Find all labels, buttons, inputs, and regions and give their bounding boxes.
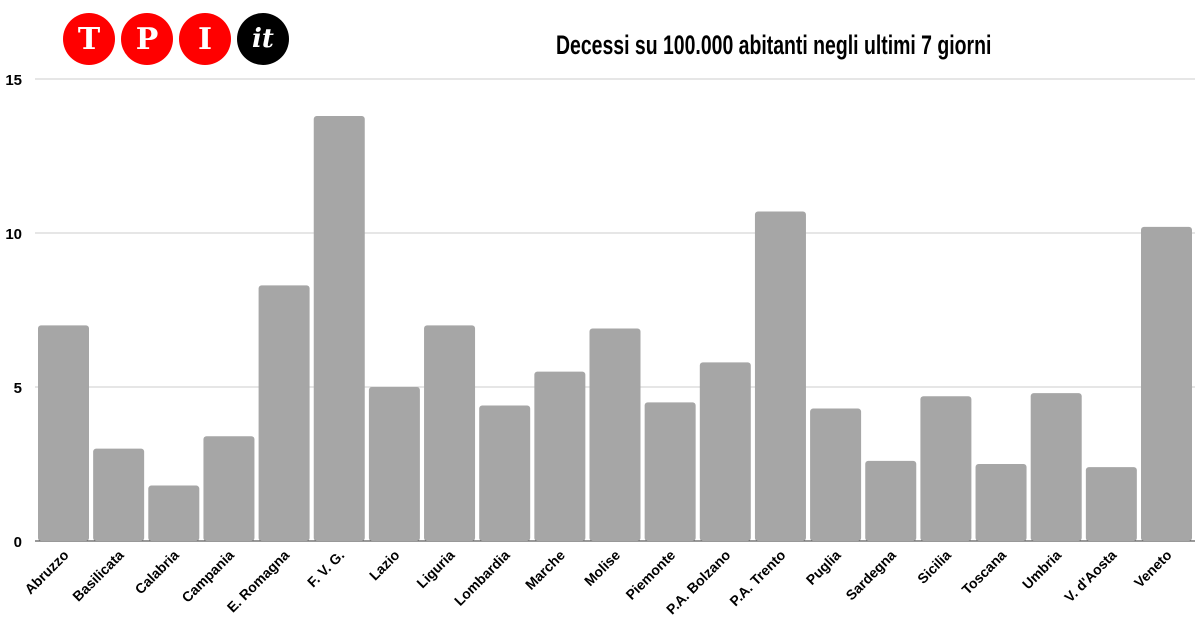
bar <box>1085 467 1137 541</box>
bar <box>148 485 200 541</box>
bar <box>920 396 972 541</box>
x-tick-label: Calabria <box>132 547 183 598</box>
logo-letter: I <box>179 13 231 65</box>
bar <box>589 328 641 541</box>
x-tick-label: Molise <box>581 547 623 589</box>
bar <box>424 325 476 541</box>
bar <box>38 325 89 541</box>
logo-letter: T <box>63 13 115 65</box>
bar <box>644 402 696 541</box>
bar <box>1030 393 1082 541</box>
x-tick-label: Campania <box>178 547 237 606</box>
bar <box>203 436 255 541</box>
bar <box>258 285 310 541</box>
x-tick-label: Abruzzo <box>21 547 71 597</box>
bar <box>313 115 365 542</box>
x-tick-label: Lombardia <box>451 547 513 609</box>
bar <box>534 371 586 541</box>
x-tick-label: Puglia <box>803 547 844 588</box>
x-tick-label: Sardegna <box>842 547 899 604</box>
x-tick-label: Lazio <box>366 547 403 584</box>
x-tick-label: Sicilia <box>914 547 954 587</box>
bar <box>699 362 751 541</box>
bar <box>975 464 1027 541</box>
logo-letter: P <box>121 13 173 65</box>
y-tick-label: 5 <box>14 380 22 397</box>
x-tick-label: V. d'Aosta <box>1061 547 1120 606</box>
bar <box>368 387 420 541</box>
bar <box>93 448 145 541</box>
x-tick-label: Umbria <box>1019 547 1065 593</box>
y-tick-label: 10 <box>5 226 22 243</box>
bar <box>810 408 862 541</box>
x-tick-label: Toscana <box>958 547 1009 598</box>
x-tick-label: Marche <box>522 547 568 593</box>
x-tick-label: Liguria <box>413 547 457 591</box>
tpi-logo: T P I it <box>63 13 289 65</box>
x-tick-label: Veneto <box>1131 547 1175 591</box>
bar <box>479 405 531 541</box>
x-tick-label: Piemonte <box>622 547 678 603</box>
y-tick-label: 0 <box>14 534 22 551</box>
y-tick-label: 15 <box>5 72 22 89</box>
x-tick-label: P.A. Trento <box>726 547 788 609</box>
chart-title: Decessi su 100.000 abitanti negli ultimi… <box>556 30 992 60</box>
bar <box>865 460 917 541</box>
bar <box>1141 226 1192 541</box>
x-tick-label: Basilicata <box>69 547 127 605</box>
bar <box>754 211 806 541</box>
x-tick-label: F. V. G. <box>304 547 347 590</box>
logo-suffix: it <box>237 13 289 65</box>
